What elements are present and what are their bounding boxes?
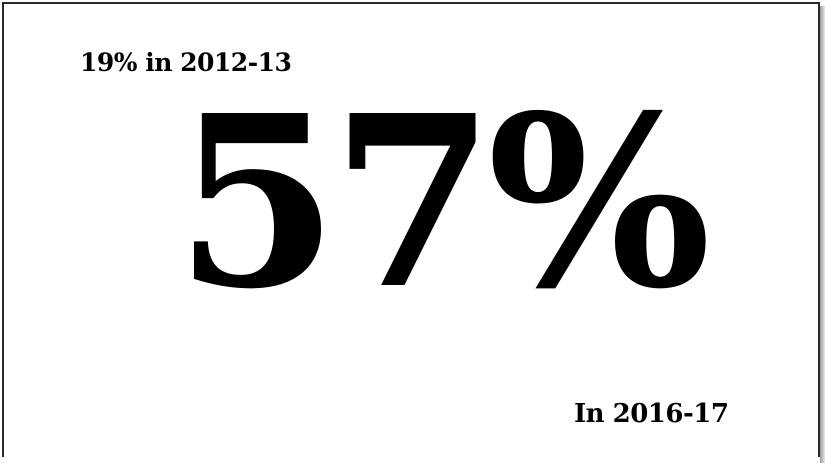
- frame-shadow: [820, 6, 825, 463]
- prior-stat-text: 19% in 2012-13: [80, 48, 292, 77]
- slide-frame: 19% in 2012-13 57% In 2016-17: [2, 2, 820, 457]
- main-stat-percentage: 57%: [174, 63, 712, 341]
- current-year-label: In 2016-17: [574, 399, 729, 429]
